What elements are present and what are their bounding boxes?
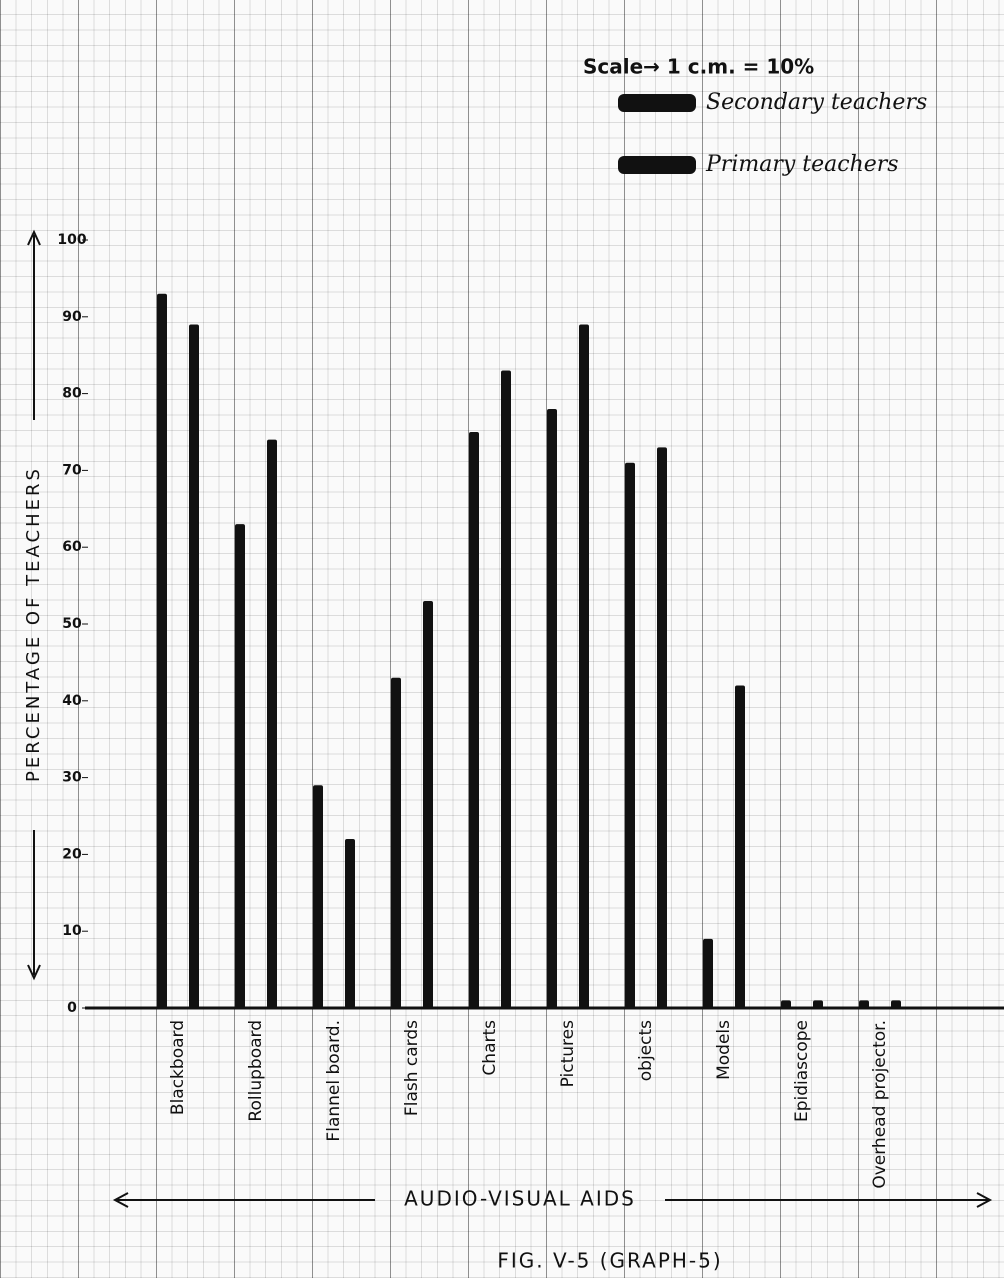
bar: [657, 447, 667, 1008]
legend-swatch: [618, 156, 696, 174]
bar: [391, 678, 401, 1008]
page: Scale→ 1 c.m. = 10% PERCENTAGE OF TEACHE…: [0, 0, 1004, 1278]
x-axis-label: AUDIO-VISUAL AIDS: [404, 1187, 636, 1211]
bar: [859, 1000, 869, 1008]
bar: [267, 440, 277, 1008]
x-tick-label: Charts: [480, 1020, 500, 1076]
bar: [579, 324, 589, 1008]
y-tick-label: 30: [62, 770, 82, 786]
bar: [625, 463, 635, 1008]
x-tick-label: Models: [714, 1020, 734, 1080]
bar: [703, 939, 713, 1008]
y-tick-label: 40: [62, 693, 82, 709]
x-tick-label: Pictures: [558, 1020, 578, 1087]
y-tick-label: 70: [62, 462, 82, 478]
scale-note: Scale→ 1 c.m. = 10%: [583, 55, 814, 79]
y-tick-label: 60: [62, 539, 82, 555]
y-tick-label: 10: [62, 923, 82, 939]
bar: [345, 839, 355, 1008]
bar: [501, 371, 511, 1008]
y-tick-label: 20: [62, 846, 82, 862]
bar: [313, 785, 323, 1008]
legend-label: Secondary teachers: [706, 90, 927, 115]
x-tick-label: Overhead projector.: [870, 1020, 890, 1189]
bar: [813, 1000, 823, 1008]
bar: [157, 294, 167, 1008]
bar: [735, 685, 745, 1008]
x-tick-label: Flannel board.: [324, 1020, 344, 1142]
legend-label: Primary teachers: [705, 152, 899, 177]
y-tick-label: 50: [62, 616, 82, 632]
bar: [547, 409, 557, 1008]
y-tick-label: 80: [62, 386, 82, 402]
bar: [891, 1000, 901, 1008]
x-tick-label: Blackboard: [168, 1020, 188, 1115]
x-tick-label: objects: [636, 1020, 656, 1081]
x-tick-label: Epidiascope: [792, 1020, 812, 1122]
bar: [469, 432, 479, 1008]
y-axis-label: PERCENTAGE OF TEACHERS: [23, 466, 44, 782]
x-tick-label: Flash cards: [402, 1020, 422, 1116]
y-tick-label: 90: [62, 309, 82, 325]
chart: Scale→ 1 c.m. = 10% PERCENTAGE OF TEACHE…: [0, 0, 1004, 1278]
bar: [423, 601, 433, 1008]
x-tick-label: Rollupboard: [246, 1020, 266, 1122]
bar: [235, 524, 245, 1008]
caption: FIG. V-5 (GRAPH-5): [497, 1249, 722, 1273]
bar: [781, 1000, 791, 1008]
bar: [189, 324, 199, 1008]
legend-swatch: [618, 94, 696, 112]
y-tick-label: 0: [67, 1000, 77, 1016]
